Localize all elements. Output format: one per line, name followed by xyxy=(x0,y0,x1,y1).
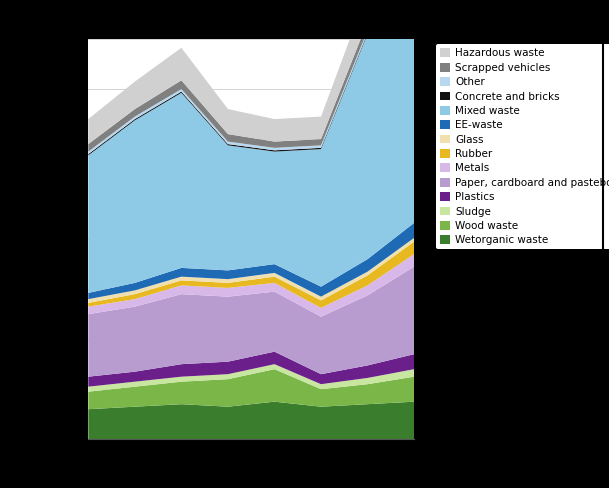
Legend: Hazardous waste, Scrapped vehicles, Other, Concrete and bricks, Mixed waste, EE-: Hazardous waste, Scrapped vehicles, Othe… xyxy=(435,44,609,249)
